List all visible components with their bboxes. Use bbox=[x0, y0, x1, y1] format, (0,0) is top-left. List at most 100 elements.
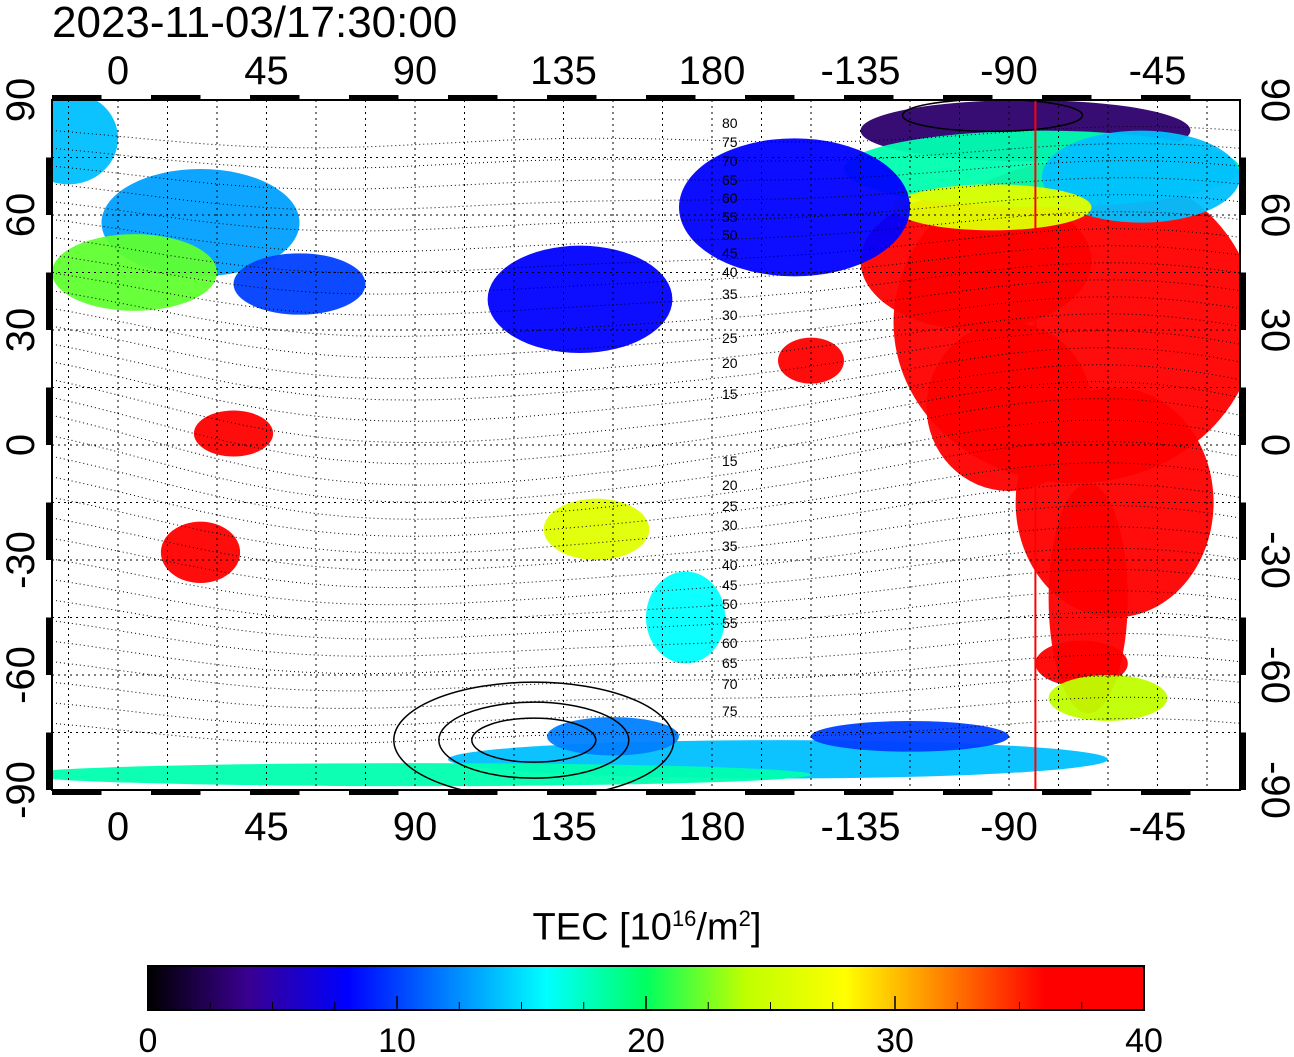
tec-region bbox=[487, 245, 673, 353]
top-axis-bar bbox=[349, 95, 399, 100]
bottom-axis-bar bbox=[844, 790, 894, 795]
mlat-label: 40 bbox=[722, 557, 738, 573]
north-pole-oval bbox=[901, 100, 1084, 133]
top-axis-bar bbox=[448, 95, 498, 100]
top-longitude-labels: 0 45 90 135 180 -135 -90 -45 bbox=[107, 49, 1187, 93]
mlat-label: 75 bbox=[722, 134, 738, 150]
right-axis-bar bbox=[1240, 157, 1246, 215]
top-lon-label: 90 bbox=[393, 49, 438, 93]
top-lon-label: -135 bbox=[820, 49, 900, 93]
bottom-longitude-labels: 0 45 90 135 180 -135 -90 -45 bbox=[107, 805, 1187, 849]
bottom-axis-bar bbox=[745, 790, 795, 795]
mlat-contour bbox=[52, 462, 1240, 537]
mlat-contour bbox=[52, 611, 1240, 657]
top-axis-bar bbox=[547, 95, 597, 100]
mlat-contour bbox=[52, 398, 1240, 486]
bottom-lon-label: -45 bbox=[1129, 805, 1187, 849]
mlat-contour bbox=[52, 228, 1240, 274]
tec-region bbox=[52, 100, 118, 185]
axis-tick-bars bbox=[46, 95, 1246, 795]
left-axis-bar bbox=[46, 502, 52, 560]
tec-region bbox=[679, 138, 910, 277]
tec-region bbox=[233, 253, 366, 315]
south-pole-oval bbox=[393, 681, 675, 790]
mlat-label: 50 bbox=[722, 227, 738, 243]
colorbar-tick-label: 10 bbox=[378, 1022, 416, 1057]
mlat-label: 70 bbox=[722, 676, 738, 692]
bottom-lon-label: 180 bbox=[679, 805, 746, 849]
mlat-label: 75 bbox=[722, 703, 738, 719]
top-axis-bar bbox=[745, 95, 795, 100]
mlat-contour bbox=[52, 547, 1240, 606]
left-latitude-labels: 90 60 30 0 -30 -60 -90 bbox=[0, 78, 43, 819]
top-axis-bar bbox=[1141, 95, 1191, 100]
mlat-label: 30 bbox=[722, 517, 738, 533]
mlat-contour bbox=[52, 675, 1240, 709]
right-axis-bar bbox=[1240, 617, 1246, 675]
colorbar-tick-label: 40 bbox=[1125, 1022, 1163, 1057]
right-lat-label: -60 bbox=[1253, 646, 1294, 704]
mlat-label: 15 bbox=[722, 453, 738, 469]
bottom-axis-bar bbox=[250, 790, 300, 795]
bottom-axis-bar bbox=[1141, 790, 1191, 795]
bottom-axis-bar bbox=[349, 790, 399, 795]
right-lat-label: -30 bbox=[1253, 531, 1294, 589]
left-axis-bar bbox=[46, 157, 52, 215]
mlat-label: 60 bbox=[722, 190, 738, 206]
mlat-label: 35 bbox=[722, 286, 738, 302]
right-lat-label: 30 bbox=[1253, 308, 1294, 353]
bottom-axis-bar bbox=[646, 790, 696, 795]
mlat-label: 45 bbox=[722, 577, 738, 593]
top-lon-label: -45 bbox=[1129, 49, 1187, 93]
mlat-label: 25 bbox=[722, 498, 738, 514]
right-axis-bar bbox=[1240, 732, 1246, 790]
left-axis-bar bbox=[46, 732, 52, 790]
bottom-lon-label: -135 bbox=[820, 805, 900, 849]
top-axis-bar bbox=[151, 95, 201, 100]
colorbar-ticks: 0 10 20 30 40 bbox=[139, 996, 1163, 1057]
lat-lon-grid bbox=[52, 100, 1240, 790]
left-lat-label: -60 bbox=[0, 646, 43, 704]
bottom-lon-label: 135 bbox=[530, 805, 597, 849]
colorbar-title: TEC [1016/m2] bbox=[532, 906, 762, 949]
mlat-label: 25 bbox=[722, 330, 738, 346]
bottom-axis-bar bbox=[1042, 790, 1092, 795]
tec-data-layer bbox=[52, 100, 1240, 787]
tec-region bbox=[1042, 130, 1240, 223]
mlat-contour bbox=[52, 245, 1240, 295]
top-axis-bar bbox=[943, 95, 993, 100]
timestamp-label: 2023-11-03/17:30:00 bbox=[52, 0, 458, 47]
top-lon-label: -90 bbox=[980, 49, 1038, 93]
bottom-axis-bar bbox=[151, 790, 201, 795]
mlat-label: 65 bbox=[722, 655, 738, 671]
right-lat-label: 90 bbox=[1253, 78, 1294, 123]
bottom-axis-bar bbox=[547, 790, 597, 795]
right-latitude-labels: 90 60 30 0 -30 -60 -90 bbox=[1253, 78, 1294, 819]
top-axis-bar bbox=[844, 95, 894, 100]
mlat-label: 65 bbox=[722, 172, 738, 188]
tec-region bbox=[193, 410, 274, 457]
tec-region bbox=[778, 337, 844, 384]
mlat-label: 15 bbox=[722, 386, 738, 402]
mlat-contour bbox=[52, 262, 1240, 316]
mlat-contour bbox=[52, 569, 1240, 623]
mlat-label: 60 bbox=[722, 635, 738, 651]
colorbar-tick-label: 0 bbox=[139, 1022, 158, 1057]
right-axis-bar bbox=[1240, 387, 1246, 445]
left-lat-label: 0 bbox=[0, 434, 43, 456]
mlat-contour bbox=[52, 177, 1240, 211]
bottom-lon-label: 0 bbox=[107, 805, 129, 849]
mlat-label: 55 bbox=[722, 615, 738, 631]
left-axis-bar bbox=[46, 272, 52, 330]
left-axis-bar bbox=[46, 387, 52, 445]
top-lon-label: 180 bbox=[679, 49, 746, 93]
right-lat-label: -90 bbox=[1253, 761, 1294, 819]
mlat-label: 40 bbox=[722, 264, 738, 280]
right-axis-bar bbox=[1240, 502, 1246, 560]
tec-region bbox=[52, 234, 217, 311]
mlat-label: 45 bbox=[722, 245, 738, 261]
top-lon-label: 45 bbox=[244, 49, 289, 93]
bottom-axis-bar bbox=[943, 790, 993, 795]
right-lat-label: 0 bbox=[1253, 434, 1294, 456]
